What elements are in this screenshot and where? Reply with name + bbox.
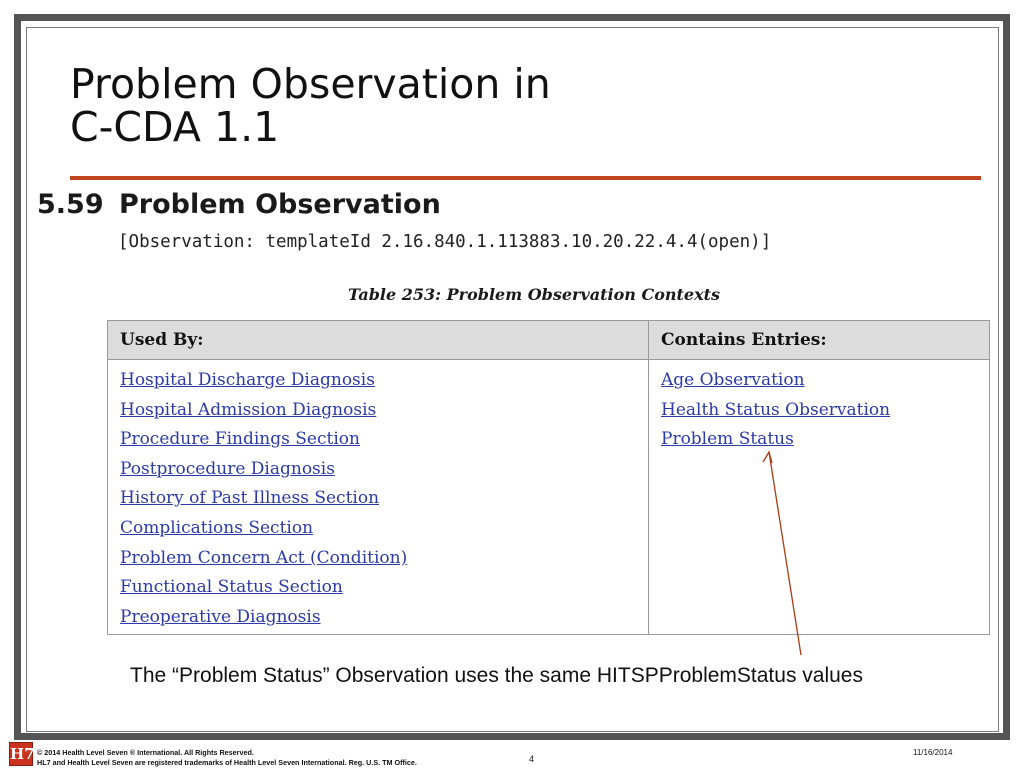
- footer-date: 11/16/2014: [913, 748, 953, 757]
- list-item: Complications Section: [120, 516, 648, 546]
- spec-excerpt: 5.59 Problem Observation [Observation: te…: [32, 185, 990, 635]
- link-functional-status-section[interactable]: Functional Status Section: [120, 577, 343, 598]
- hl7-logo: H7: [9, 742, 35, 766]
- list-item: Hospital Admission Diagnosis: [120, 398, 648, 428]
- spec-section-heading: 5.59 Problem Observation: [37, 189, 441, 220]
- link-complications-section[interactable]: Complications Section: [120, 517, 314, 538]
- footer-copyright: © 2014 Health Level Seven ® Internationa…: [37, 748, 417, 768]
- list-item: Problem Status: [661, 427, 989, 457]
- link-preoperative-diagnosis[interactable]: Preoperative Diagnosis: [120, 606, 321, 627]
- list-item: Procedure Findings Section: [120, 427, 648, 457]
- footer-line-2: HL7 and Health Level Seven are registere…: [37, 758, 417, 767]
- slide-title-line-1: Problem Observation in: [70, 60, 551, 108]
- footer-line-1: © 2014 Health Level Seven ® Internationa…: [37, 748, 254, 757]
- link-procedure-findings-section[interactable]: Procedure Findings Section: [120, 429, 360, 450]
- title-underline: [70, 176, 981, 180]
- link-hospital-discharge-diagnosis[interactable]: Hospital Discharge Diagnosis: [120, 370, 375, 390]
- slide-title-line-2: C-CDA 1.1: [70, 103, 280, 151]
- page-number: 4: [529, 754, 535, 764]
- list-item: Preoperative Diagnosis: [120, 605, 648, 635]
- link-age-observation[interactable]: Age Observation: [661, 370, 805, 390]
- list-item: Hospital Discharge Diagnosis: [120, 368, 648, 398]
- list-item: Health Status Observation: [661, 398, 989, 428]
- link-history-of-past-illness-section[interactable]: History of Past Illness Section: [120, 488, 380, 509]
- spec-template-id: [Observation: templateId 2.16.840.1.1138…: [118, 232, 772, 252]
- list-item: Problem Concern Act (Condition): [120, 546, 648, 576]
- link-problem-concern-act[interactable]: Problem Concern Act (Condition): [120, 547, 408, 568]
- list-item: Functional Status Section: [120, 575, 648, 605]
- annotation-text: The “Problem Status” Observation uses th…: [130, 664, 863, 687]
- contains-entries-cell: Age Observation Health Status Observatio…: [648, 359, 990, 635]
- table-header-row: Used By: Contains Entries:: [107, 320, 990, 360]
- used-by-cell: Hospital Discharge Diagnosis Hospital Ad…: [107, 359, 649, 635]
- used-by-list: Hospital Discharge Diagnosis Hospital Ad…: [120, 368, 648, 634]
- contexts-table: Used By: Contains Entries: Hospital Disc…: [107, 320, 990, 635]
- header-contains-entries: Contains Entries:: [648, 320, 990, 360]
- link-postprocedure-diagnosis[interactable]: Postprocedure Diagnosis: [120, 458, 335, 479]
- link-problem-status[interactable]: Problem Status: [661, 429, 794, 450]
- spec-section-title: Problem Observation: [119, 189, 441, 220]
- link-hospital-admission-diagnosis[interactable]: Hospital Admission Diagnosis: [120, 399, 377, 420]
- slide-inner-border: [26, 27, 999, 732]
- slide-title: Problem Observation in C-CDA 1.1: [70, 63, 551, 149]
- header-used-by: Used By:: [107, 320, 649, 360]
- spec-table-caption: Table 253: Problem Observation Contexts: [348, 285, 721, 304]
- table-row: Hospital Discharge Diagnosis Hospital Ad…: [107, 359, 990, 635]
- list-item: Postprocedure Diagnosis: [120, 457, 648, 487]
- contains-entries-list: Age Observation Health Status Observatio…: [661, 368, 989, 457]
- link-health-status-observation[interactable]: Health Status Observation: [661, 399, 891, 420]
- spec-section-number: 5.59: [37, 189, 104, 220]
- list-item: Age Observation: [661, 368, 989, 398]
- list-item: History of Past Illness Section: [120, 486, 648, 516]
